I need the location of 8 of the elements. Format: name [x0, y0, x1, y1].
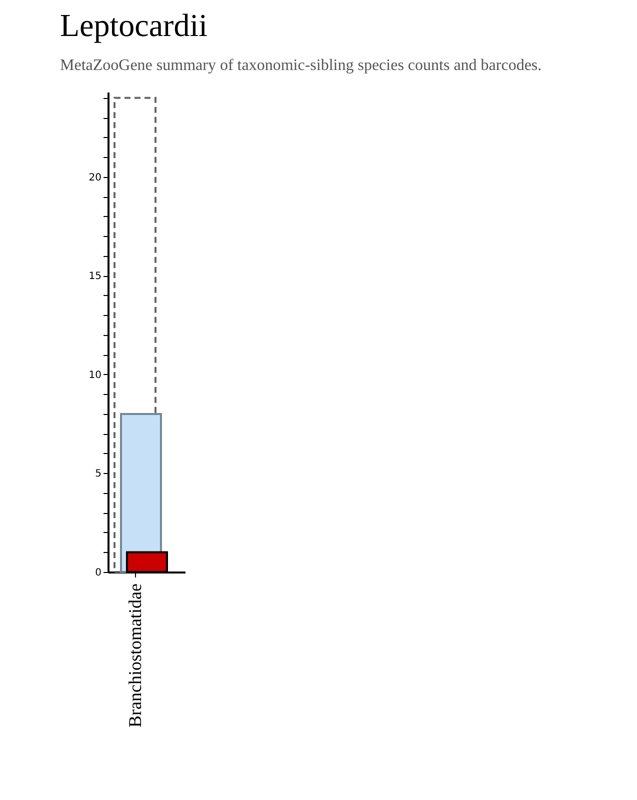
y-tick-label: 15	[88, 271, 102, 282]
chart-title: Leptocardii	[60, 7, 208, 43]
y-tick-label: 5	[95, 468, 102, 480]
y-tick-label: 20	[88, 172, 102, 184]
x-tick-label: Branchiostomatidae	[124, 584, 145, 728]
text: MetaZooGene summary of taxonomic-sibling species counts and barcodes.	[60, 57, 542, 74]
y-tick-label: 10	[88, 370, 102, 381]
y-tick-label: 0	[95, 568, 102, 578]
